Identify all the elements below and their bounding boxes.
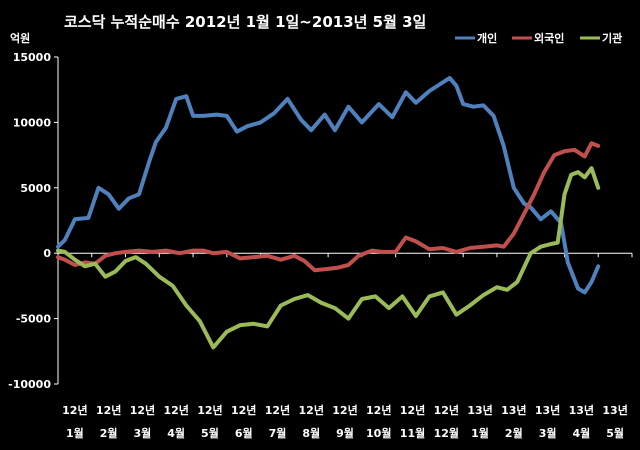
y-tick-label: -10000 [8,378,51,391]
legend: 개인 외국인 기관 [455,31,622,45]
x-tick-label-year: 12년 [231,403,256,417]
x-tick-label-year: 12년 [434,403,459,417]
x-tick-label-month: 6월 [235,426,253,440]
y-tick-label: -5000 [16,313,52,326]
x-tick-label-month: 4월 [572,426,590,440]
x-tick-label-year: 13년 [467,403,492,417]
x-tick-label-month: 1월 [471,426,489,440]
y-tick-label: 15000 [13,51,52,64]
plot-area [58,57,632,384]
x-tick-label-year: 12년 [299,403,324,417]
x-tick-label-year: 12년 [400,403,425,417]
x-tick-label-year: 13년 [535,403,560,417]
series-line-2 [56,141,601,273]
x-tick-label-month: 5월 [201,426,219,440]
y-axis: 15000 10000 5000 0 -5000 -10000 [8,51,59,391]
x-tick-label-year: 12년 [62,403,87,417]
y-tick-label: 0 [43,247,51,260]
series-line-3 [56,166,601,350]
y-tick-label: 10000 [13,116,52,129]
x-tick-label-month: 3월 [134,426,152,440]
x-tick-label-month: 11월 [400,426,425,440]
x-tick-label-month: 5월 [606,426,624,440]
x-tick-label-year: 13년 [501,403,526,417]
x-tick-label-month: 7월 [269,426,287,440]
x-tick-label-month: 1월 [66,426,84,440]
y-axis-unit: 억원 [10,31,30,45]
x-tick-label-year: 12년 [163,403,188,417]
x-tick-label-year: 12년 [366,403,391,417]
x-tick-label-month: 8월 [302,426,320,440]
legend-label: 외국인 [534,31,564,45]
x-tick-label-month: 10월 [366,426,391,440]
series-layer [56,75,601,350]
x-tick-label-year: 13년 [602,403,627,417]
y-tick-label: 5000 [20,182,51,195]
x-tick-label-year: 12년 [332,403,357,417]
x-tick-label-month: 2월 [505,426,523,440]
x-tick-label-year: 12년 [265,403,290,417]
x-tick-label-year: 12년 [96,403,121,417]
x-tick-label-month: 3월 [539,426,557,440]
x-tick-label-year: 12년 [197,403,222,417]
x-tick-label-year: 12년 [130,403,155,417]
x-tick-label-month: 4월 [167,426,185,440]
legend-label: 기관 [602,31,622,45]
x-tick-label-month: 12월 [434,426,459,440]
x-tick-label-month: 9월 [336,426,354,440]
series-line-1 [56,75,601,295]
legend-label: 개인 [477,31,497,45]
x-tick-label-month: 2월 [100,426,118,440]
x-tick-label-year: 13년 [569,403,594,417]
chart-title: 코스닥 누적순매수 2012년 1월 1일~2013년 5월 3일 [64,13,426,31]
